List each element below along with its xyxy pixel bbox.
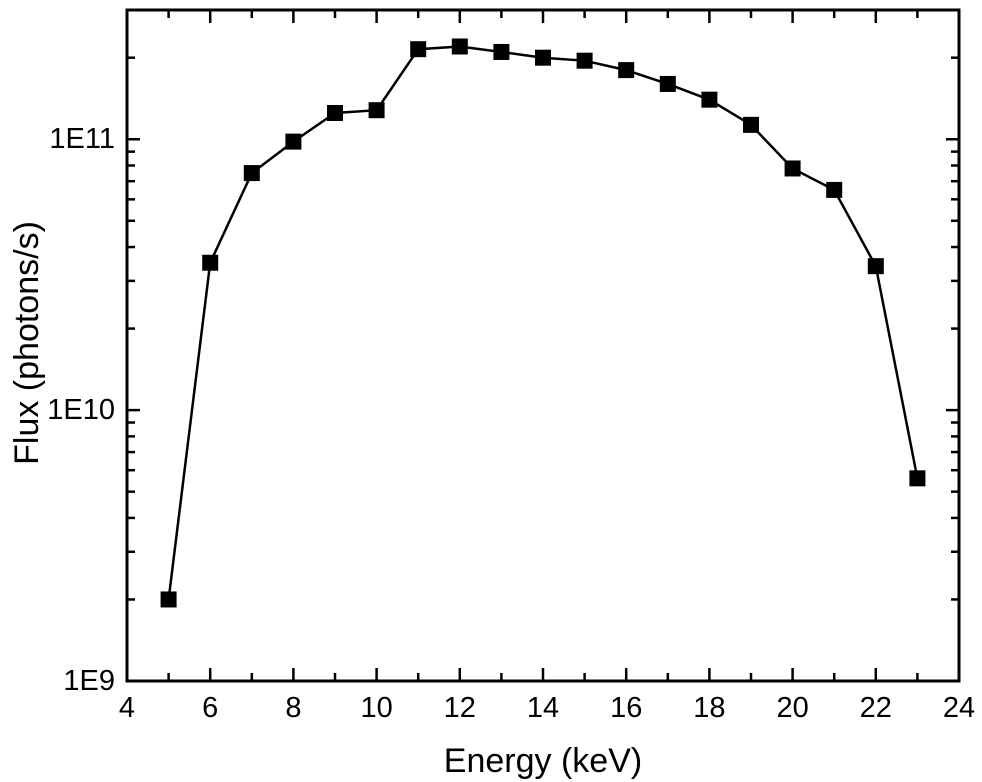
- x-axis-title: Energy (keV): [444, 742, 642, 780]
- data-point-marker: [826, 181, 843, 198]
- data-point-marker: [535, 49, 551, 66]
- data-point-marker: [576, 52, 593, 69]
- x-tick-label: 14: [527, 692, 559, 724]
- data-point-marker: [618, 62, 635, 79]
- x-tick-label: 12: [444, 692, 476, 724]
- data-point-marker: [867, 258, 884, 275]
- x-tick-label: 8: [285, 692, 301, 724]
- data-line: [167, 45, 919, 600]
- x-tick-label: 10: [360, 692, 392, 724]
- y-tick-label: 1E9: [63, 665, 115, 697]
- x-tick-label: 6: [202, 692, 218, 724]
- data-point-marker: [784, 160, 801, 177]
- x-tick-label: 20: [776, 692, 808, 724]
- y-tick-label: 1E10: [47, 394, 115, 426]
- data-point-marker: [160, 591, 177, 608]
- data-point-marker: [701, 91, 718, 108]
- data-point-marker: [659, 75, 676, 92]
- y-axis-title: Flux (photons/s): [8, 221, 46, 465]
- plot-frame: [125, 8, 961, 683]
- data-point-marker: [493, 43, 510, 60]
- data-point-marker: [327, 104, 343, 121]
- data-point-marker: [743, 116, 759, 133]
- data-point-marker: [909, 470, 926, 487]
- data-point-marker: [285, 133, 302, 150]
- plot-layer: 4 6 8 10 12 14 16 18 20 22 24 1E9 1E10 1E11: [47, 8, 975, 724]
- x-tick-label: 16: [610, 692, 642, 724]
- x-tick-label: 22: [860, 692, 892, 724]
- data-point-marker: [368, 102, 385, 119]
- data-point-marker: [451, 38, 468, 55]
- x-tick-label: 24: [943, 692, 975, 724]
- data-point-marker: [243, 165, 260, 182]
- x-tick-label: 18: [693, 692, 725, 724]
- data-point-marker: [410, 41, 427, 58]
- x-tick-label: 4: [119, 692, 135, 724]
- data-point-marker: [202, 254, 219, 271]
- y-tick-label: 1E11: [49, 123, 115, 155]
